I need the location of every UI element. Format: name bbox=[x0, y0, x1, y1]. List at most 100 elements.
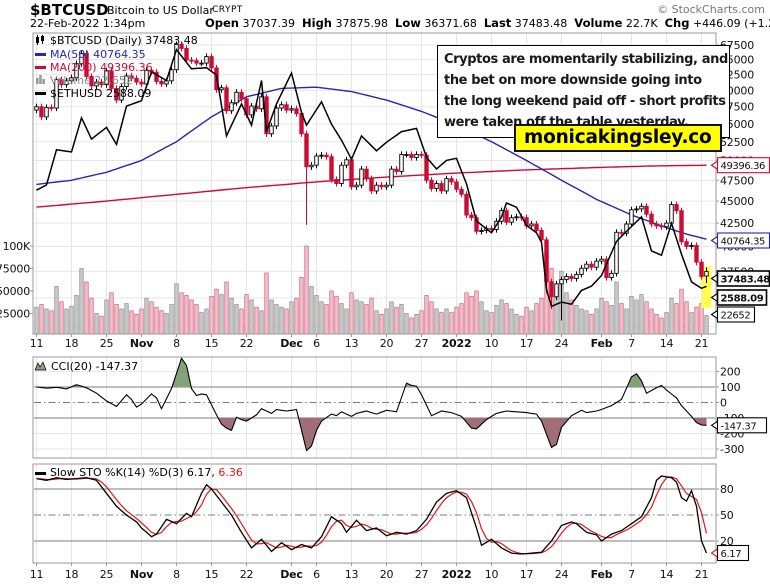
legend-cci: CCI(20) -147.37 bbox=[34, 360, 138, 374]
svg-text:25: 25 bbox=[100, 568, 114, 581]
svg-text:50: 50 bbox=[720, 509, 734, 522]
volume-bars bbox=[34, 245, 709, 334]
svg-text:15: 15 bbox=[205, 337, 219, 350]
quote-stats: Open 37037.39 High 37875.98 Low 36371.68 La… bbox=[205, 16, 770, 30]
svg-text:25000: 25000 bbox=[0, 308, 30, 321]
stat-open-value: 37037.39 bbox=[242, 17, 296, 30]
svg-text:80: 80 bbox=[720, 483, 734, 496]
svg-text:13: 13 bbox=[345, 337, 359, 350]
stat-high-label: High bbox=[302, 16, 332, 30]
svg-text:37483.48: 37483.48 bbox=[721, 275, 770, 286]
svg-text:100: 100 bbox=[720, 381, 741, 394]
svg-text:13: 13 bbox=[345, 568, 359, 581]
legend-sto-text: Slow STO %K(14) %D(3) 6.17, bbox=[50, 466, 215, 479]
svg-text:-147.37: -147.37 bbox=[721, 421, 757, 432]
svg-text:Dec: Dec bbox=[280, 337, 303, 350]
svg-text:200: 200 bbox=[720, 366, 741, 379]
svg-text:8: 8 bbox=[173, 337, 180, 350]
sto-line-icon bbox=[35, 471, 46, 475]
svg-text:52500: 52500 bbox=[720, 136, 754, 149]
svg-text:6: 6 bbox=[313, 568, 320, 581]
sto-panel-series bbox=[36, 475, 708, 555]
annotation-line-3: the long weekend paid off - short profit… bbox=[444, 94, 726, 109]
legend-ma50-text: MA(50) 40764.35 bbox=[50, 47, 146, 61]
legend-volume: Volume 22,652 bbox=[35, 74, 133, 88]
ticker-symbol: $BTCUSD bbox=[30, 1, 109, 19]
stat-last-value: 37483.48 bbox=[514, 17, 568, 30]
svg-text:17: 17 bbox=[520, 568, 534, 581]
svg-text:-300: -300 bbox=[720, 443, 744, 456]
svg-text:10: 10 bbox=[485, 337, 499, 350]
candlesticks bbox=[34, 41, 709, 321]
stat-chg-value: +446.09 (+1.20%) bbox=[692, 17, 770, 30]
svg-text:42500: 42500 bbox=[720, 217, 754, 230]
stat-high-value: 37875.98 bbox=[335, 17, 389, 30]
svg-text:27: 27 bbox=[415, 337, 429, 350]
legend-volume-text: Volume 22,652 bbox=[50, 73, 133, 87]
svg-text:75000: 75000 bbox=[0, 263, 30, 276]
stat-chg-label: Chg bbox=[664, 16, 690, 30]
svg-text:8: 8 bbox=[173, 568, 180, 581]
svg-text:22: 22 bbox=[240, 568, 254, 581]
stat-open-label: Open bbox=[205, 16, 239, 30]
svg-text:0: 0 bbox=[720, 397, 727, 410]
svg-text:45000: 45000 bbox=[720, 195, 754, 208]
stat-last-label: Last bbox=[483, 16, 512, 30]
stat-low-label: Low bbox=[395, 16, 421, 30]
svg-text:7: 7 bbox=[628, 337, 635, 350]
panel-borders bbox=[30, 32, 719, 566]
legend-ma200-text: MA(200) 49396.36 bbox=[50, 60, 153, 74]
svg-text:Feb: Feb bbox=[591, 568, 613, 581]
svg-text:25: 25 bbox=[100, 337, 114, 350]
annotation-line-2: the bet on more downside going into bbox=[444, 73, 702, 88]
ma50-line-icon bbox=[35, 53, 46, 56]
ma200-line-icon bbox=[35, 66, 46, 69]
svg-text:Feb: Feb bbox=[591, 337, 613, 350]
svg-text:21: 21 bbox=[695, 337, 709, 350]
svg-text:27: 27 bbox=[415, 568, 429, 581]
last-value-labels: 49396.36 40764.35 37483.48 2588.09 22652 -147… bbox=[710, 157, 770, 562]
svg-text:100K: 100K bbox=[3, 240, 31, 253]
svg-text:47500: 47500 bbox=[720, 174, 754, 187]
svg-text:Nov: Nov bbox=[130, 568, 154, 581]
svg-text:24: 24 bbox=[555, 568, 569, 581]
svg-text:2022: 2022 bbox=[442, 568, 472, 581]
svg-text:24: 24 bbox=[555, 337, 569, 350]
svg-text:Dec: Dec bbox=[280, 568, 303, 581]
legend-sto-d-value: 6.36 bbox=[218, 466, 243, 479]
exchange-label: CRYPT bbox=[212, 5, 243, 15]
svg-text:15: 15 bbox=[205, 568, 219, 581]
svg-text:20: 20 bbox=[380, 337, 394, 350]
svg-text:14: 14 bbox=[660, 337, 674, 350]
svg-text:14: 14 bbox=[660, 568, 674, 581]
svg-text:10: 10 bbox=[485, 568, 499, 581]
cci-panel-series bbox=[36, 357, 707, 452]
legend-ethusd: $ETHUSD 2588.09 bbox=[35, 87, 151, 100]
stat-low-value: 36371.68 bbox=[424, 17, 477, 30]
svg-text:18: 18 bbox=[65, 337, 79, 350]
svg-text:11: 11 bbox=[30, 568, 44, 581]
svg-text:Nov: Nov bbox=[130, 337, 154, 350]
annotation-line-1: Cryptos are momentarily stabilizing, and bbox=[444, 52, 728, 67]
legend-main-title: $BTCUSD (Daily) 37483.48 bbox=[35, 34, 198, 48]
stat-volume-value: 22.7K bbox=[625, 17, 658, 30]
candlestick-icon bbox=[35, 34, 46, 48]
svg-text:40764.35: 40764.35 bbox=[721, 237, 766, 248]
legend-ethusd-text: $ETHUSD 2588.09 bbox=[50, 86, 152, 100]
svg-text:22652: 22652 bbox=[721, 311, 751, 322]
cci-area-icon bbox=[34, 360, 47, 374]
svg-text:18: 18 bbox=[65, 568, 79, 581]
svg-text:6.17: 6.17 bbox=[721, 549, 742, 560]
svg-text:17: 17 bbox=[520, 337, 534, 350]
eth-line-icon bbox=[35, 92, 46, 95]
chart-header: $BTCUSD Bitcoin to US Dollar CRYPT © Sto… bbox=[0, 0, 770, 31]
svg-text:49396.36: 49396.36 bbox=[721, 161, 766, 172]
svg-text:2022: 2022 bbox=[442, 337, 472, 350]
legend-ma200: MA(200) 49396.36 bbox=[35, 61, 153, 74]
eth-overlay-line bbox=[36, 48, 707, 308]
svg-text:20: 20 bbox=[720, 535, 734, 548]
svg-text:7: 7 bbox=[628, 568, 635, 581]
quote-datetime: 22-Feb-2022 1:34pm bbox=[30, 17, 146, 30]
